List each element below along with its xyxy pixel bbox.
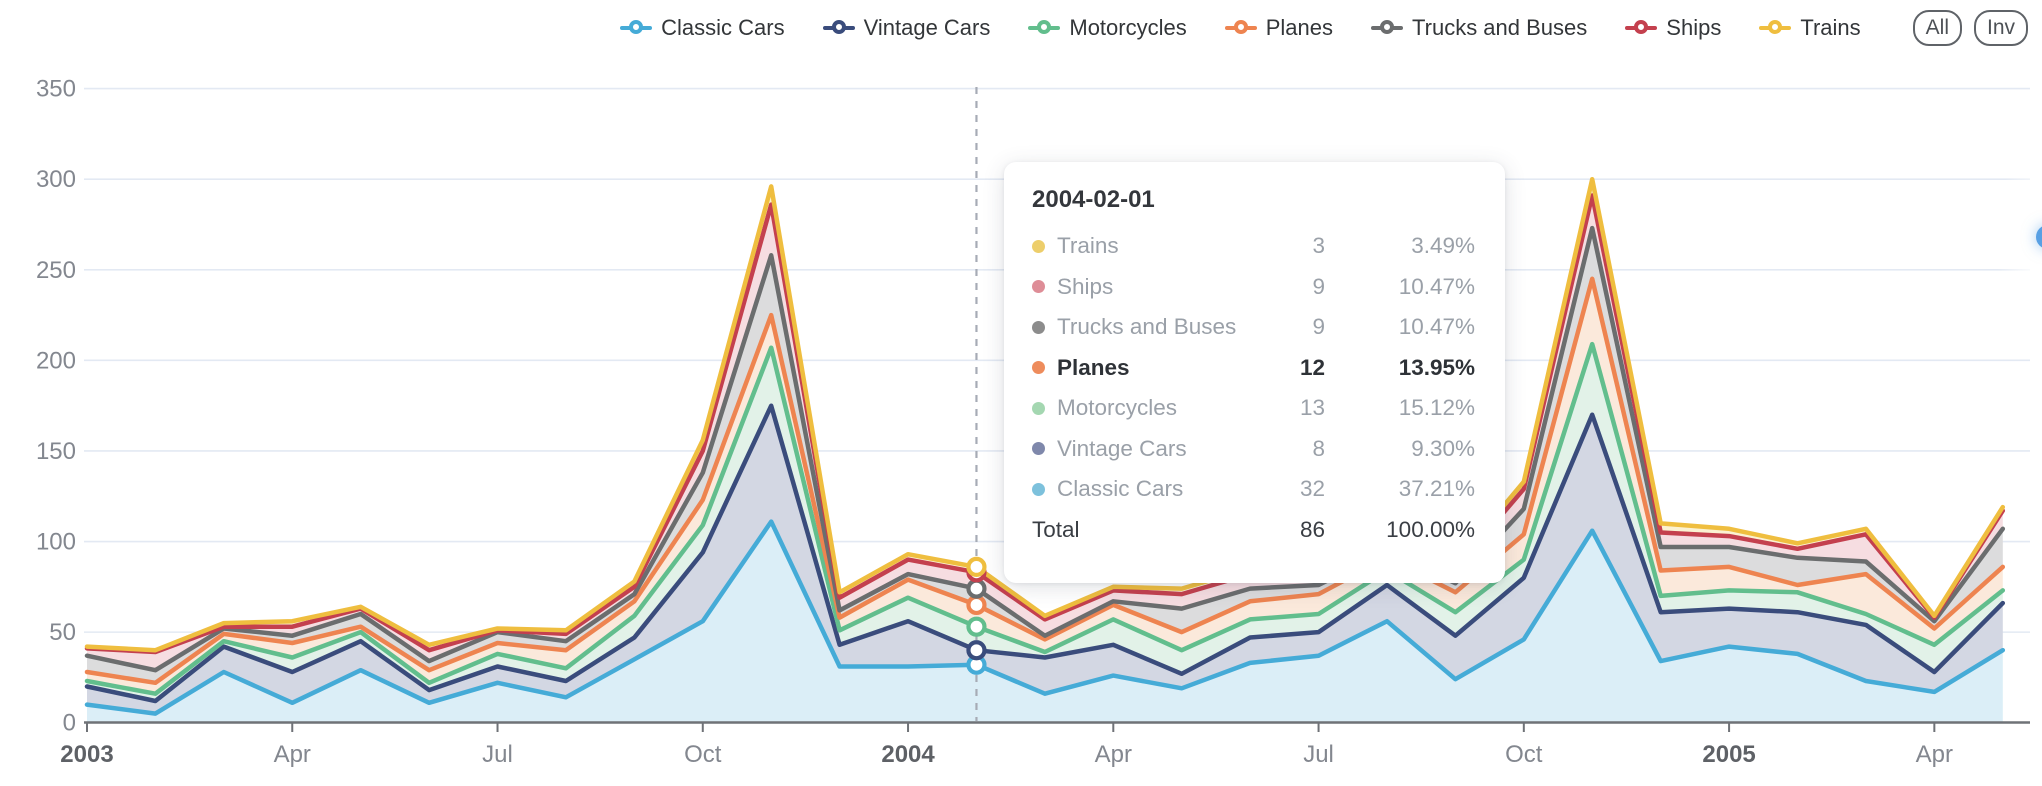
y-axis-label-200: 200: [36, 347, 76, 374]
series-color-dot: [1032, 442, 1045, 456]
legend-item-label: Motorcycles: [1069, 15, 1187, 40]
tooltip-row-planes: Planes 12 13.95%: [1032, 348, 1475, 389]
legend-items: Classic Cars Vintage Cars Motorcycles Plane…: [620, 15, 1861, 41]
line-series-icon: [1625, 20, 1658, 36]
x-axis-label-2004: 2004: [881, 741, 935, 768]
series-line-planes[interactable]: [84, 276, 2006, 686]
y-axis-label-0: 0: [63, 710, 76, 737]
legend-action-buttons: All Inv: [1912, 10, 2028, 46]
series-line-trains[interactable]: [84, 176, 2006, 653]
legend-item-motorcycles[interactable]: Motorcycles: [1028, 15, 1187, 41]
highlight-marker: [966, 578, 987, 599]
x-axis-label-oct: Oct: [684, 741, 722, 768]
area-fill-classic-cars: [87, 521, 2003, 723]
legend-item-label: Trucks and Buses: [1412, 15, 1588, 40]
legend-item-classic-cars[interactable]: Classic Cars: [620, 15, 785, 41]
y-axis-label-300: 300: [36, 166, 76, 193]
tooltip-row-vintage-cars: Vintage Cars 8 9.30%: [1032, 429, 1475, 470]
tooltip-total-row: Total 86 100.00%: [1032, 510, 1475, 551]
legend-inv-button[interactable]: Inv: [1973, 10, 2028, 46]
legend-item-vintage-cars[interactable]: Vintage Cars: [822, 15, 991, 41]
x-axis-label-jul: Jul: [482, 741, 513, 768]
line-series-icon: [1759, 20, 1792, 36]
tooltip-row-ships: Ships 9 10.47%: [1032, 267, 1475, 308]
chart-legend: Classic Cars Vintage Cars Motorcycles Plane…: [620, 6, 2028, 50]
line-series-icon: [1224, 20, 1257, 36]
x-axis-label-2003: 2003: [60, 741, 113, 768]
series-color-dot: [1032, 239, 1045, 253]
legend-item-trucks-and-buses[interactable]: Trucks and Buses: [1371, 15, 1587, 41]
y-axis-label-150: 150: [36, 438, 76, 465]
tooltip-row-trains: Trains 3 3.49%: [1032, 226, 1475, 267]
y-axis-label-100: 100: [36, 529, 76, 556]
legend-item-planes[interactable]: Planes: [1224, 15, 1334, 41]
x-axis-label-apr: Apr: [1916, 741, 1953, 768]
highlight-marker: [966, 640, 987, 661]
line-series-icon: [1028, 20, 1061, 36]
chart-tooltip: 2004-02-01 Trains 3 3.49% Ships 9 10.47% Truck…: [1004, 162, 1505, 583]
series-line-trucks-and-buses[interactable]: [84, 225, 2006, 673]
line-series-icon: [1371, 20, 1404, 36]
line-series-icon: [620, 20, 653, 36]
highlight-markers: [966, 556, 987, 675]
y-axis-label-250: 250: [36, 257, 76, 284]
series-color-dot: [1032, 320, 1045, 334]
highlight-marker: [966, 556, 987, 577]
legend-item-label: Vintage Cars: [863, 15, 991, 40]
x-axis-label-apr: Apr: [1095, 741, 1132, 768]
legend-item-label: Classic Cars: [661, 15, 785, 40]
legend-item-label: Ships: [1666, 15, 1722, 40]
tooltip-total-value: 86: [1299, 516, 1325, 542]
x-axis-label-oct: Oct: [1505, 741, 1543, 768]
legend-item-label: Trains: [1800, 15, 1861, 40]
tooltip-total-percent: 100.00%: [1386, 516, 1475, 542]
series-line-ships[interactable]: [84, 193, 2006, 655]
tooltip-row-trucks-and-buses: Trucks and Buses 9 10.47%: [1032, 307, 1475, 348]
series-color-dot: [1032, 482, 1045, 496]
x-axis-label-jul: Jul: [1303, 741, 1334, 768]
y-axis-label-50: 50: [49, 619, 76, 646]
y-axis: 0 50 100 150 200 250 300 350: [36, 76, 76, 737]
legend-item-label: Planes: [1265, 15, 1334, 40]
x-axis-label-apr: Apr: [274, 741, 311, 768]
legend-all-button[interactable]: All: [1912, 10, 1962, 46]
series-line-motorcycles[interactable]: [84, 341, 2006, 696]
x-axis-label-2005: 2005: [1702, 741, 1755, 768]
series-line-vintage-cars[interactable]: [84, 403, 2006, 704]
y-axis-label-350: 350: [36, 76, 76, 103]
area-fill-trucks-and-buses: [87, 228, 2003, 683]
series-color-dot: [1032, 401, 1045, 415]
line-series-icon: [822, 20, 855, 36]
series-color-dot: [1032, 280, 1045, 294]
series-line-classic-cars[interactable]: [84, 519, 2006, 716]
tooltip-row-classic-cars: Classic Cars 32 37.21%: [1032, 469, 1475, 510]
highlight-marker: [966, 616, 987, 637]
legend-item-ships[interactable]: Ships: [1625, 15, 1721, 41]
tooltip-row-motorcycles: Motorcycles 13 15.12%: [1032, 388, 1475, 429]
tooltip-total-label: Total: [1032, 516, 1080, 542]
series-color-dot: [1032, 361, 1045, 375]
x-axis: 2003 Apr Jul Oct 2004 Apr Jul Oct 2005 Apr: [60, 721, 2030, 768]
highlight-marker: [966, 594, 987, 616]
tooltip-date-title: 2004-02-01: [1032, 186, 1155, 213]
legend-item-trains[interactable]: Trains: [1759, 15, 1861, 41]
tooltip-rows: Trains 3 3.49% Ships 9 10.47% Trucks and Buses…: [1032, 226, 1475, 510]
